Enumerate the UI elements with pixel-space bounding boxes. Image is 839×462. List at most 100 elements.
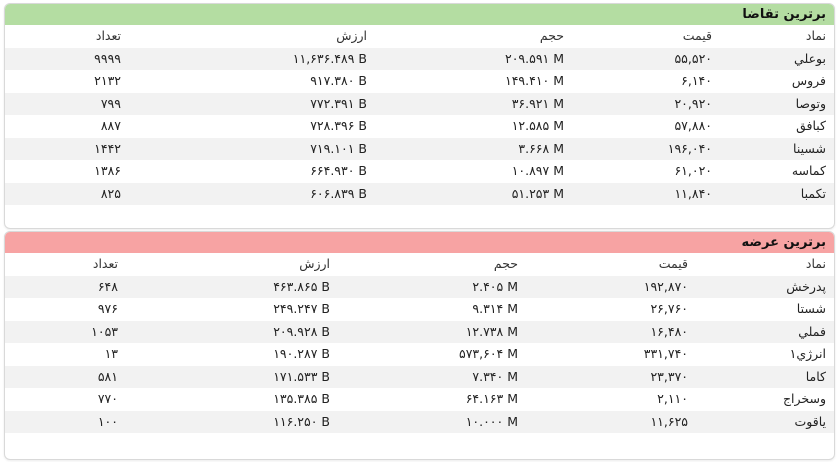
cell-count: ۱۳ xyxy=(104,346,118,361)
cell-volume: ۲۰۹.۵۹۱ M xyxy=(504,50,564,66)
cell-name[interactable]: فملي xyxy=(798,323,826,339)
cell-count: ۱۴۴۲ xyxy=(94,140,121,156)
table-row[interactable]: کبافق ۵۷,۸۸۰ ۱۲.۵۸۵ M ۷۲۸.۳۹۶ B ۸۸۷ xyxy=(5,115,834,138)
cell-count: ۷۹۹ xyxy=(100,95,121,111)
cell-count: ۹۹۹۹ xyxy=(94,50,121,66)
table-row[interactable]: تکمبا ۱۱,۸۴۰ ۵۱.۲۵۳ M ۶۰۶.۸۳۹ B ۸۲۵ xyxy=(5,182,834,205)
table-row[interactable]: وتوصا ۲۰,۹۲۰ ۳۶.۹۲۱ M ۷۷۲.۳۹۱ B ۷۹۹ xyxy=(5,92,834,115)
table-row[interactable]: انرژي۱ ۳۳۱,۷۴۰ ۵۷۳,۶۰۴ M ۱۹۰.۲۸۷ B ۱۳ xyxy=(5,343,834,366)
cell-value: ۲۴۹.۲۴۷ B xyxy=(273,301,330,316)
table-row[interactable]: بوعلي ۵۵,۵۲۰ ۲۰۹.۵۹۱ M ۱۱,۶۳۶.۴۸۹ B ۹۹۹۹ xyxy=(5,47,834,70)
cell-name[interactable]: وتوصا xyxy=(795,95,826,111)
cell-count: ۱۰۵۳ xyxy=(91,323,118,339)
cell-count: ۷۷۰ xyxy=(97,391,118,406)
cell-value: ۴۶۳.۸۶۵ B xyxy=(273,278,330,294)
table-row[interactable]: شستا ۲۶,۷۶۰ ۹.۳۱۴ M ۲۴۹.۲۴۷ B ۹۷۶ xyxy=(5,298,834,321)
cell-value: ۱۳۵.۳۸۵ B xyxy=(273,391,330,406)
cell-name[interactable]: یاقوت xyxy=(794,413,827,429)
cell-volume: ۳.۶۶۸ M xyxy=(518,140,564,156)
column-header-name[interactable]: نماد xyxy=(805,28,826,43)
cell-name[interactable]: شسینا xyxy=(793,140,826,156)
cell-price: ۱۱,۸۴۰ xyxy=(674,185,712,201)
cell-price: ۵۵,۵۲۰ xyxy=(674,50,712,66)
top-supply-panel: برترین عرضه نماد قیمت حجم ارزش تعداد پدرخش ۱۹۲… xyxy=(4,231,835,460)
table-row[interactable]: پدرخش ۱۹۲,۸۷۰ ۲.۴۰۵ M ۴۶۳.۸۶۵ B ۶۴۸ xyxy=(5,275,834,298)
cell-price: ۶۱,۰۲۰ xyxy=(674,163,712,178)
top-demand-table: نماد قیمت حجم ارزش تعداد بوعلي ۵۵,۵۲۰ ۲۰۹.۵۹۱ M… xyxy=(5,25,834,205)
cell-value: ۷۷۲.۳۹۱ B xyxy=(310,95,367,111)
table-row[interactable]: فملي ۱۶,۴۸۰ ۱۲.۷۳۸ M ۲۰۹.۹۲۸ B ۱۰۵۳ xyxy=(5,320,834,343)
cell-count: ۱۰۰ xyxy=(97,413,118,429)
cell-price: ۱۹۲,۸۷۰ xyxy=(643,278,688,294)
column-header-value[interactable]: ارزش xyxy=(299,256,330,271)
top-demand-title: برترین تقاضا xyxy=(5,4,834,25)
cell-volume: ۷.۳۴۰ M xyxy=(472,368,518,384)
column-header-price[interactable]: قیمت xyxy=(658,256,688,271)
cell-name[interactable]: وسخراج xyxy=(782,391,826,406)
cell-name[interactable]: پدرخش xyxy=(786,278,826,294)
cell-name[interactable]: کاما xyxy=(805,368,826,384)
table-row[interactable]: یاقوت ۱۱,۶۲۵ ۱۰.۰۰۰ M ۱۱۶.۲۵۰ B ۱۰۰ xyxy=(5,410,834,433)
cell-value: ۹۱۷.۳۸۰ B xyxy=(310,73,367,88)
cell-volume: ۱۲.۵۸۵ M xyxy=(511,118,564,133)
cell-name[interactable]: کبافق xyxy=(796,118,826,133)
column-header-price[interactable]: قیمت xyxy=(682,28,712,43)
table-row[interactable]: کماسه ۶۱,۰۲۰ ۱۰.۸۹۷ M ۶۶۴.۹۳۰ B ۱۳۸۶ xyxy=(5,160,834,183)
column-header-volume[interactable]: حجم xyxy=(493,256,518,271)
cell-volume: ۱۰.۰۰۰ M xyxy=(465,413,518,429)
cell-volume: ۹.۳۱۴ M xyxy=(472,301,518,316)
cell-price: ۵۷,۸۸۰ xyxy=(674,118,712,133)
cell-price: ۶,۱۴۰ xyxy=(681,73,712,88)
supply-header-row: نماد قیمت حجم ارزش تعداد xyxy=(5,253,834,276)
table-row[interactable]: وسخراج ۲,۱۱۰ ۶۴.۱۶۳ M ۱۳۵.۳۸۵ B ۷۷۰ xyxy=(5,388,834,411)
column-header-count[interactable]: تعداد xyxy=(95,28,121,43)
table-row[interactable]: کاما ۲۳,۳۷۰ ۷.۳۴۰ M ۱۷۱.۵۳۳ B ۵۸۱ xyxy=(5,365,834,388)
cell-value: ۱۱۶.۲۵۰ B xyxy=(273,413,330,429)
top-supply-table: نماد قیمت حجم ارزش تعداد پدرخش ۱۹۲,۸۷۰ ۲.۴۰۵ M ۴… xyxy=(5,253,834,433)
top-demand-panel: برترین تقاضا نماد قیمت حجم ارزش تعداد بوعلي ۵۵… xyxy=(4,3,835,229)
cell-name[interactable]: فروس xyxy=(791,73,826,88)
cell-value: ۱۹۰.۲۸۷ B xyxy=(273,346,330,361)
cell-value: ۷۱۹.۱۰۱ B xyxy=(310,140,367,156)
column-header-volume[interactable]: حجم xyxy=(539,28,564,43)
cell-volume: ۳۶.۹۲۱ M xyxy=(511,95,564,111)
cell-volume: ۱۰.۸۹۷ M xyxy=(511,163,564,178)
cell-count: ۸۲۵ xyxy=(100,185,121,201)
cell-price: ۲,۱۱۰ xyxy=(657,391,688,406)
cell-value: ۱۷۱.۵۳۳ B xyxy=(273,368,330,384)
cell-value: ۶۰۶.۸۳۹ B xyxy=(310,185,367,201)
cell-count: ۵۸۱ xyxy=(97,368,118,384)
cell-price: ۲۳,۳۷۰ xyxy=(650,368,688,384)
cell-volume: ۲.۴۰۵ M xyxy=(472,278,518,294)
cell-count: ۱۳۸۶ xyxy=(94,163,121,178)
cell-name[interactable]: انرژي۱ xyxy=(789,346,826,361)
table-row[interactable]: فروس ۶,۱۴۰ ۱۴۹.۴۱۰ M ۹۱۷.۳۸۰ B ۲۱۳۲ xyxy=(5,70,834,93)
cell-name[interactable]: شستا xyxy=(796,301,826,316)
column-header-name[interactable]: نماد xyxy=(805,256,826,271)
cell-count: ۸۸۷ xyxy=(100,118,121,133)
cell-value: ۶۶۴.۹۳۰ B xyxy=(310,163,367,178)
cell-value: ۱۱,۶۳۶.۴۸۹ B xyxy=(292,50,367,66)
cell-volume: ۱۲.۷۳۸ M xyxy=(465,323,518,339)
cell-volume: ۱۴۹.۴۱۰ M xyxy=(504,73,564,88)
column-header-count[interactable]: تعداد xyxy=(92,256,118,271)
cell-count: ۹۷۶ xyxy=(97,301,118,316)
cell-name[interactable]: کماسه xyxy=(791,163,826,178)
cell-price: ۱۹۶,۰۴۰ xyxy=(667,140,712,156)
table-row[interactable]: شسینا ۱۹۶,۰۴۰ ۳.۶۶۸ M ۷۱۹.۱۰۱ B ۱۴۴۲ xyxy=(5,137,834,160)
cell-volume: ۶۴.۱۶۳ M xyxy=(465,391,518,406)
cell-count: ۲۱۳۲ xyxy=(94,73,121,88)
cell-name[interactable]: تکمبا xyxy=(800,185,826,201)
cell-volume: ۵۱.۲۵۳ M xyxy=(511,185,564,201)
cell-name[interactable]: بوعلي xyxy=(794,50,826,66)
cell-price: ۲۶,۷۶۰ xyxy=(650,301,688,316)
cell-volume: ۵۷۳,۶۰۴ M xyxy=(458,346,518,361)
column-header-value[interactable]: ارزش xyxy=(336,28,367,43)
demand-header-row: نماد قیمت حجم ارزش تعداد xyxy=(5,25,834,48)
cell-price: ۱۶,۴۸۰ xyxy=(650,323,688,339)
cell-price: ۲۰,۹۲۰ xyxy=(674,95,712,111)
cell-price: ۱۱,۶۲۵ xyxy=(650,413,688,429)
top-supply-title: برترین عرضه xyxy=(5,232,834,253)
cell-price: ۳۳۱,۷۴۰ xyxy=(643,346,688,361)
cell-count: ۶۴۸ xyxy=(97,278,118,294)
